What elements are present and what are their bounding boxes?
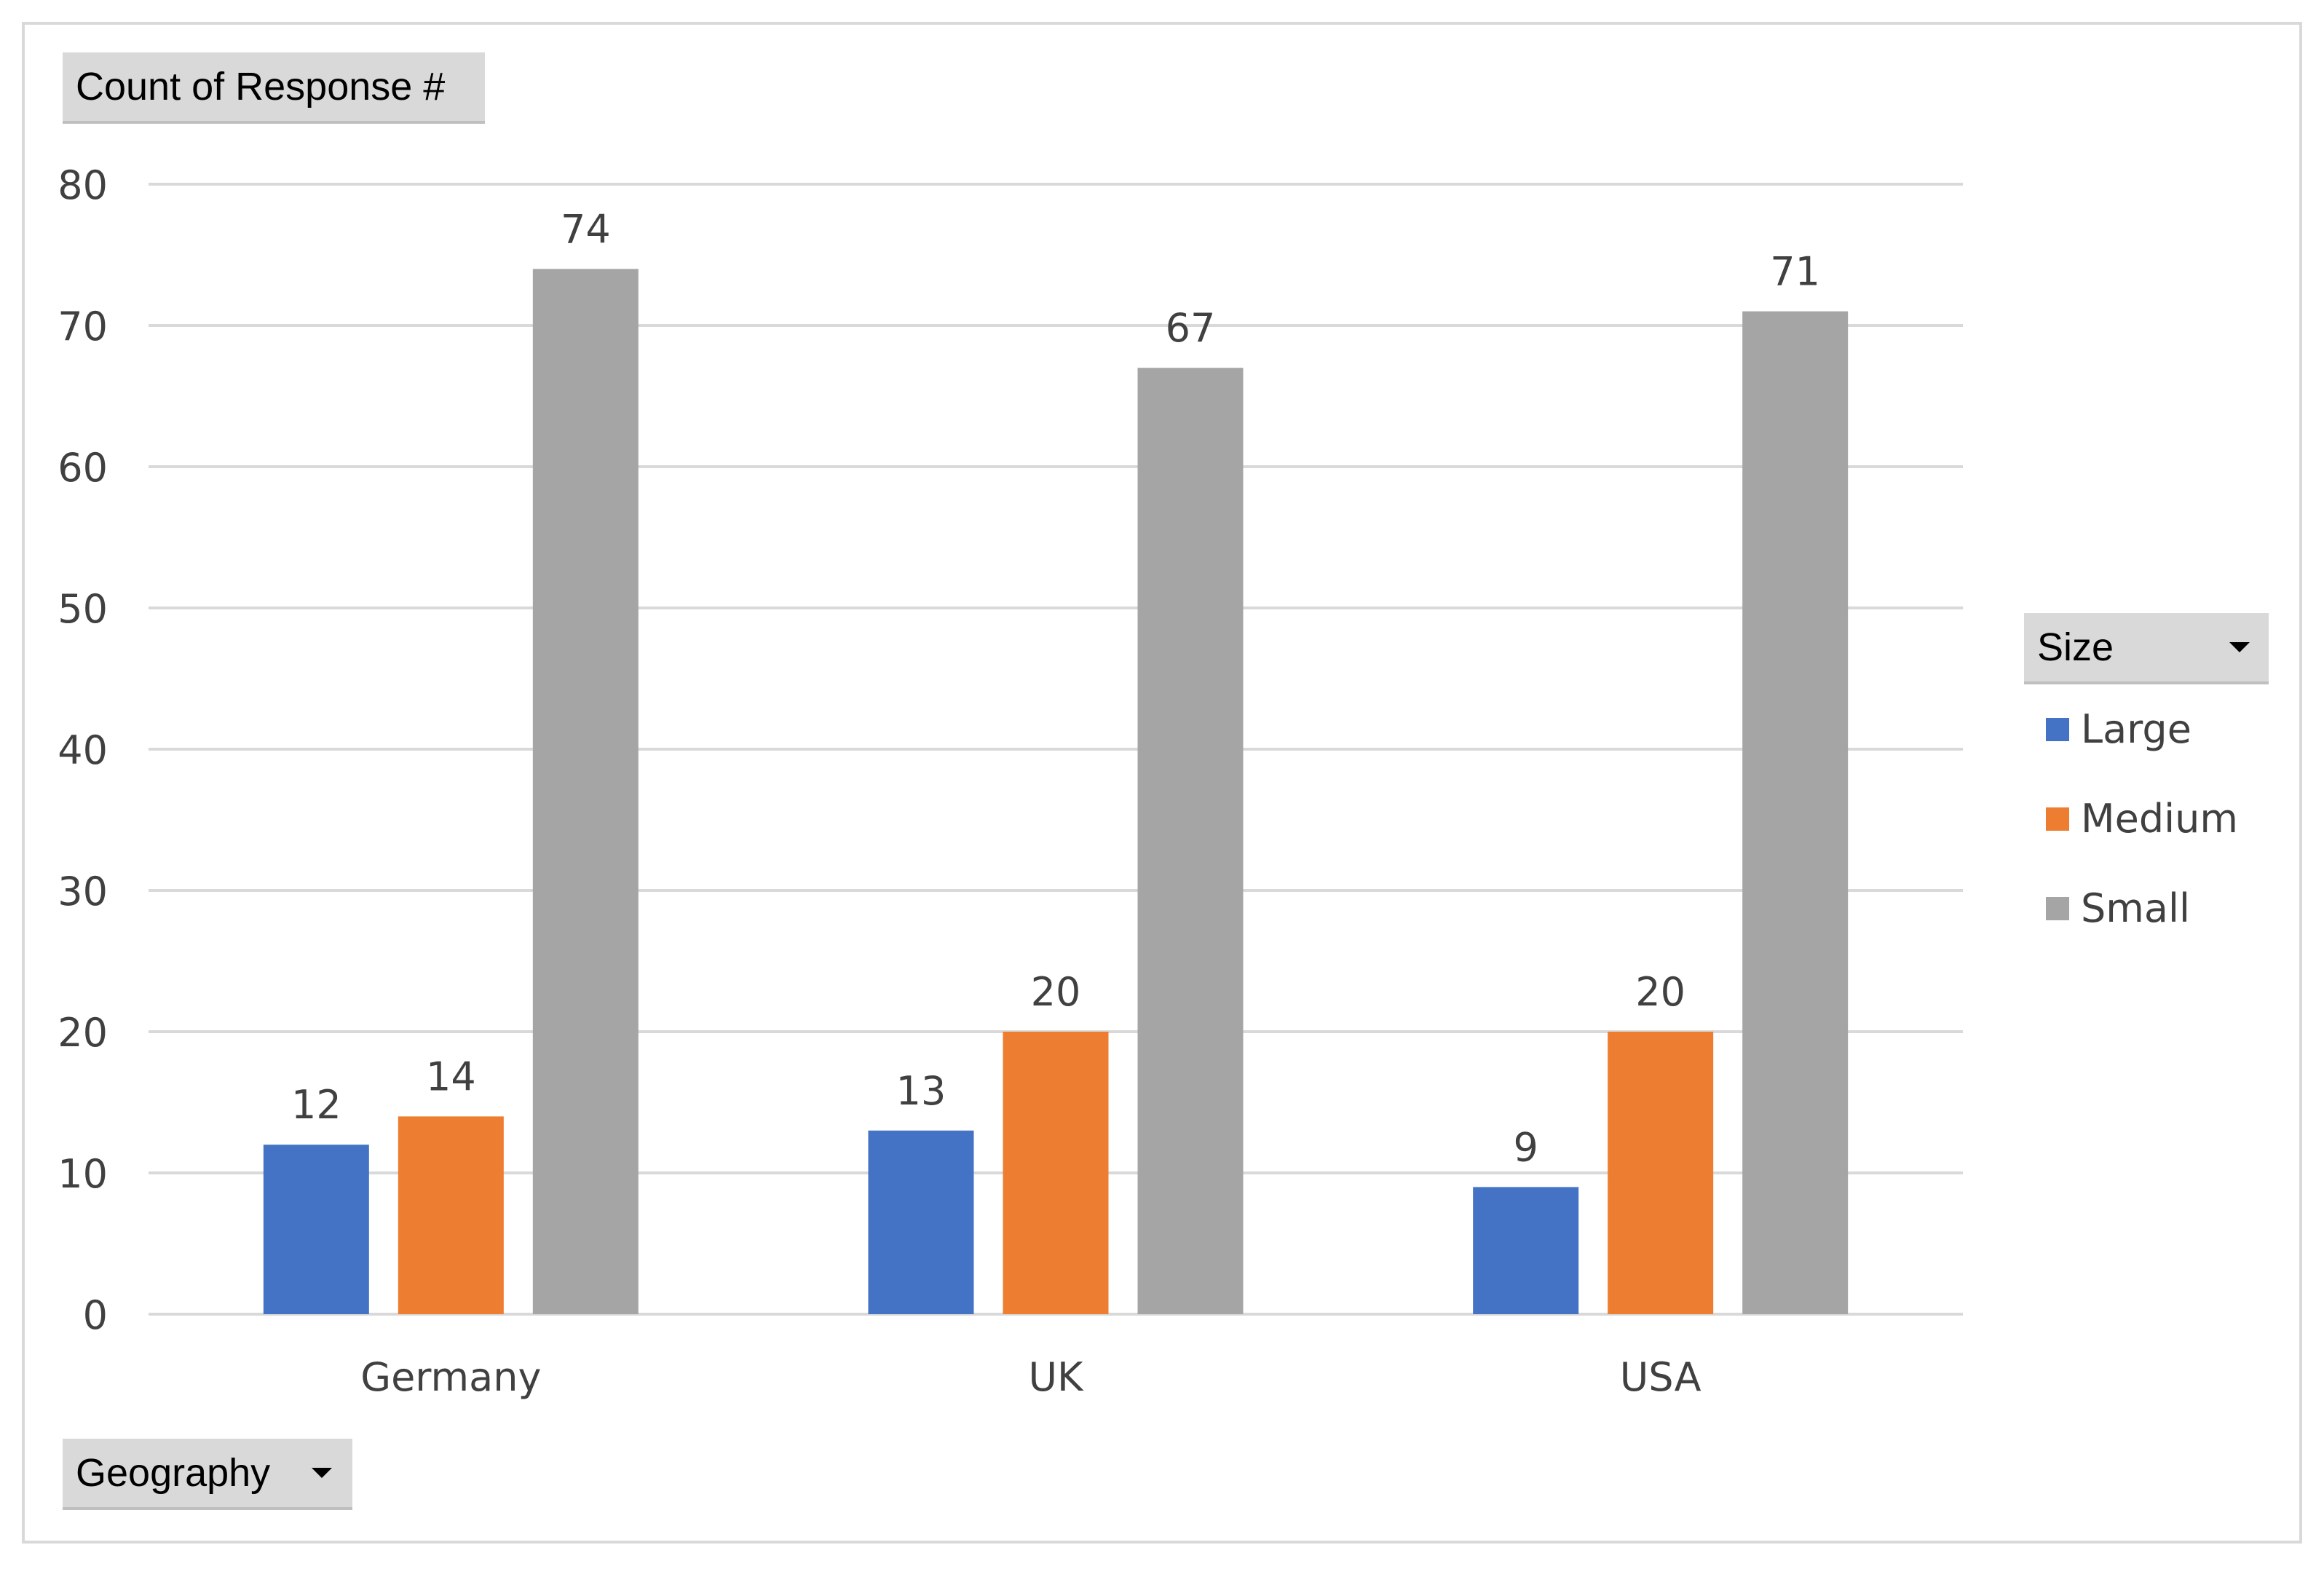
bar-large-usa[interactable] [1473, 1187, 1579, 1314]
legend-item-large[interactable]: Large [2046, 706, 2191, 752]
legend-item-medium[interactable]: Medium [2046, 796, 2238, 842]
y-tick-label: 80 [58, 162, 108, 208]
data-label: 20 [1031, 969, 1081, 1015]
y-tick-label: 60 [58, 445, 108, 491]
legend-label: Small [2081, 885, 2190, 931]
y-tick-label: 30 [58, 869, 108, 914]
x-tick-label: USA [1620, 1354, 1702, 1400]
bar-medium-uk[interactable] [1003, 1032, 1109, 1314]
chevron-down-icon[interactable] [2229, 642, 2250, 652]
bar-medium-germany[interactable] [398, 1116, 504, 1314]
data-label: 20 [1635, 969, 1685, 1015]
y-tick-label: 0 [83, 1292, 108, 1338]
data-label: 14 [426, 1054, 476, 1099]
bar-small-germany[interactable] [532, 269, 639, 1314]
y-tick-label: 40 [58, 727, 108, 773]
bar-small-usa[interactable] [1742, 311, 1849, 1315]
y-tick-label: 50 [58, 586, 108, 632]
data-label: 12 [291, 1082, 341, 1128]
x-tick-label: UK [1029, 1354, 1085, 1400]
value-field-button[interactable]: Count of Response # [63, 52, 485, 124]
value-field-label: Count of Response # [76, 65, 446, 108]
data-label: 9 [1513, 1124, 1538, 1170]
data-label: 71 [1770, 249, 1820, 295]
bar-small-uk[interactable] [1137, 368, 1244, 1315]
legend-swatch [2046, 717, 2069, 741]
bar-large-germany[interactable] [263, 1145, 369, 1314]
y-tick-label: 70 [58, 304, 108, 349]
legend-item-small[interactable]: Small [2046, 885, 2190, 931]
bar-medium-usa[interactable] [1608, 1032, 1714, 1314]
data-label: 13 [896, 1068, 946, 1114]
axis-field-button[interactable]: Geography [63, 1439, 352, 1510]
legend-label: Medium [2081, 796, 2238, 842]
legend-field-label: Size [2037, 625, 2114, 669]
chevron-down-icon[interactable] [312, 1468, 332, 1478]
bar-large-uk[interactable] [868, 1130, 974, 1314]
y-tick-label: 10 [58, 1151, 108, 1197]
data-label: 67 [1166, 305, 1216, 351]
legend-field-button[interactable]: Size [2024, 613, 2269, 684]
data-label: 74 [561, 206, 611, 252]
legend-label: Large [2081, 706, 2191, 752]
legend-swatch [2046, 896, 2069, 920]
axis-field-label: Geography [76, 1451, 271, 1495]
y-tick-label: 20 [58, 1010, 108, 1056]
x-tick-label: Germany [360, 1354, 541, 1400]
legend-swatch [2046, 807, 2069, 831]
